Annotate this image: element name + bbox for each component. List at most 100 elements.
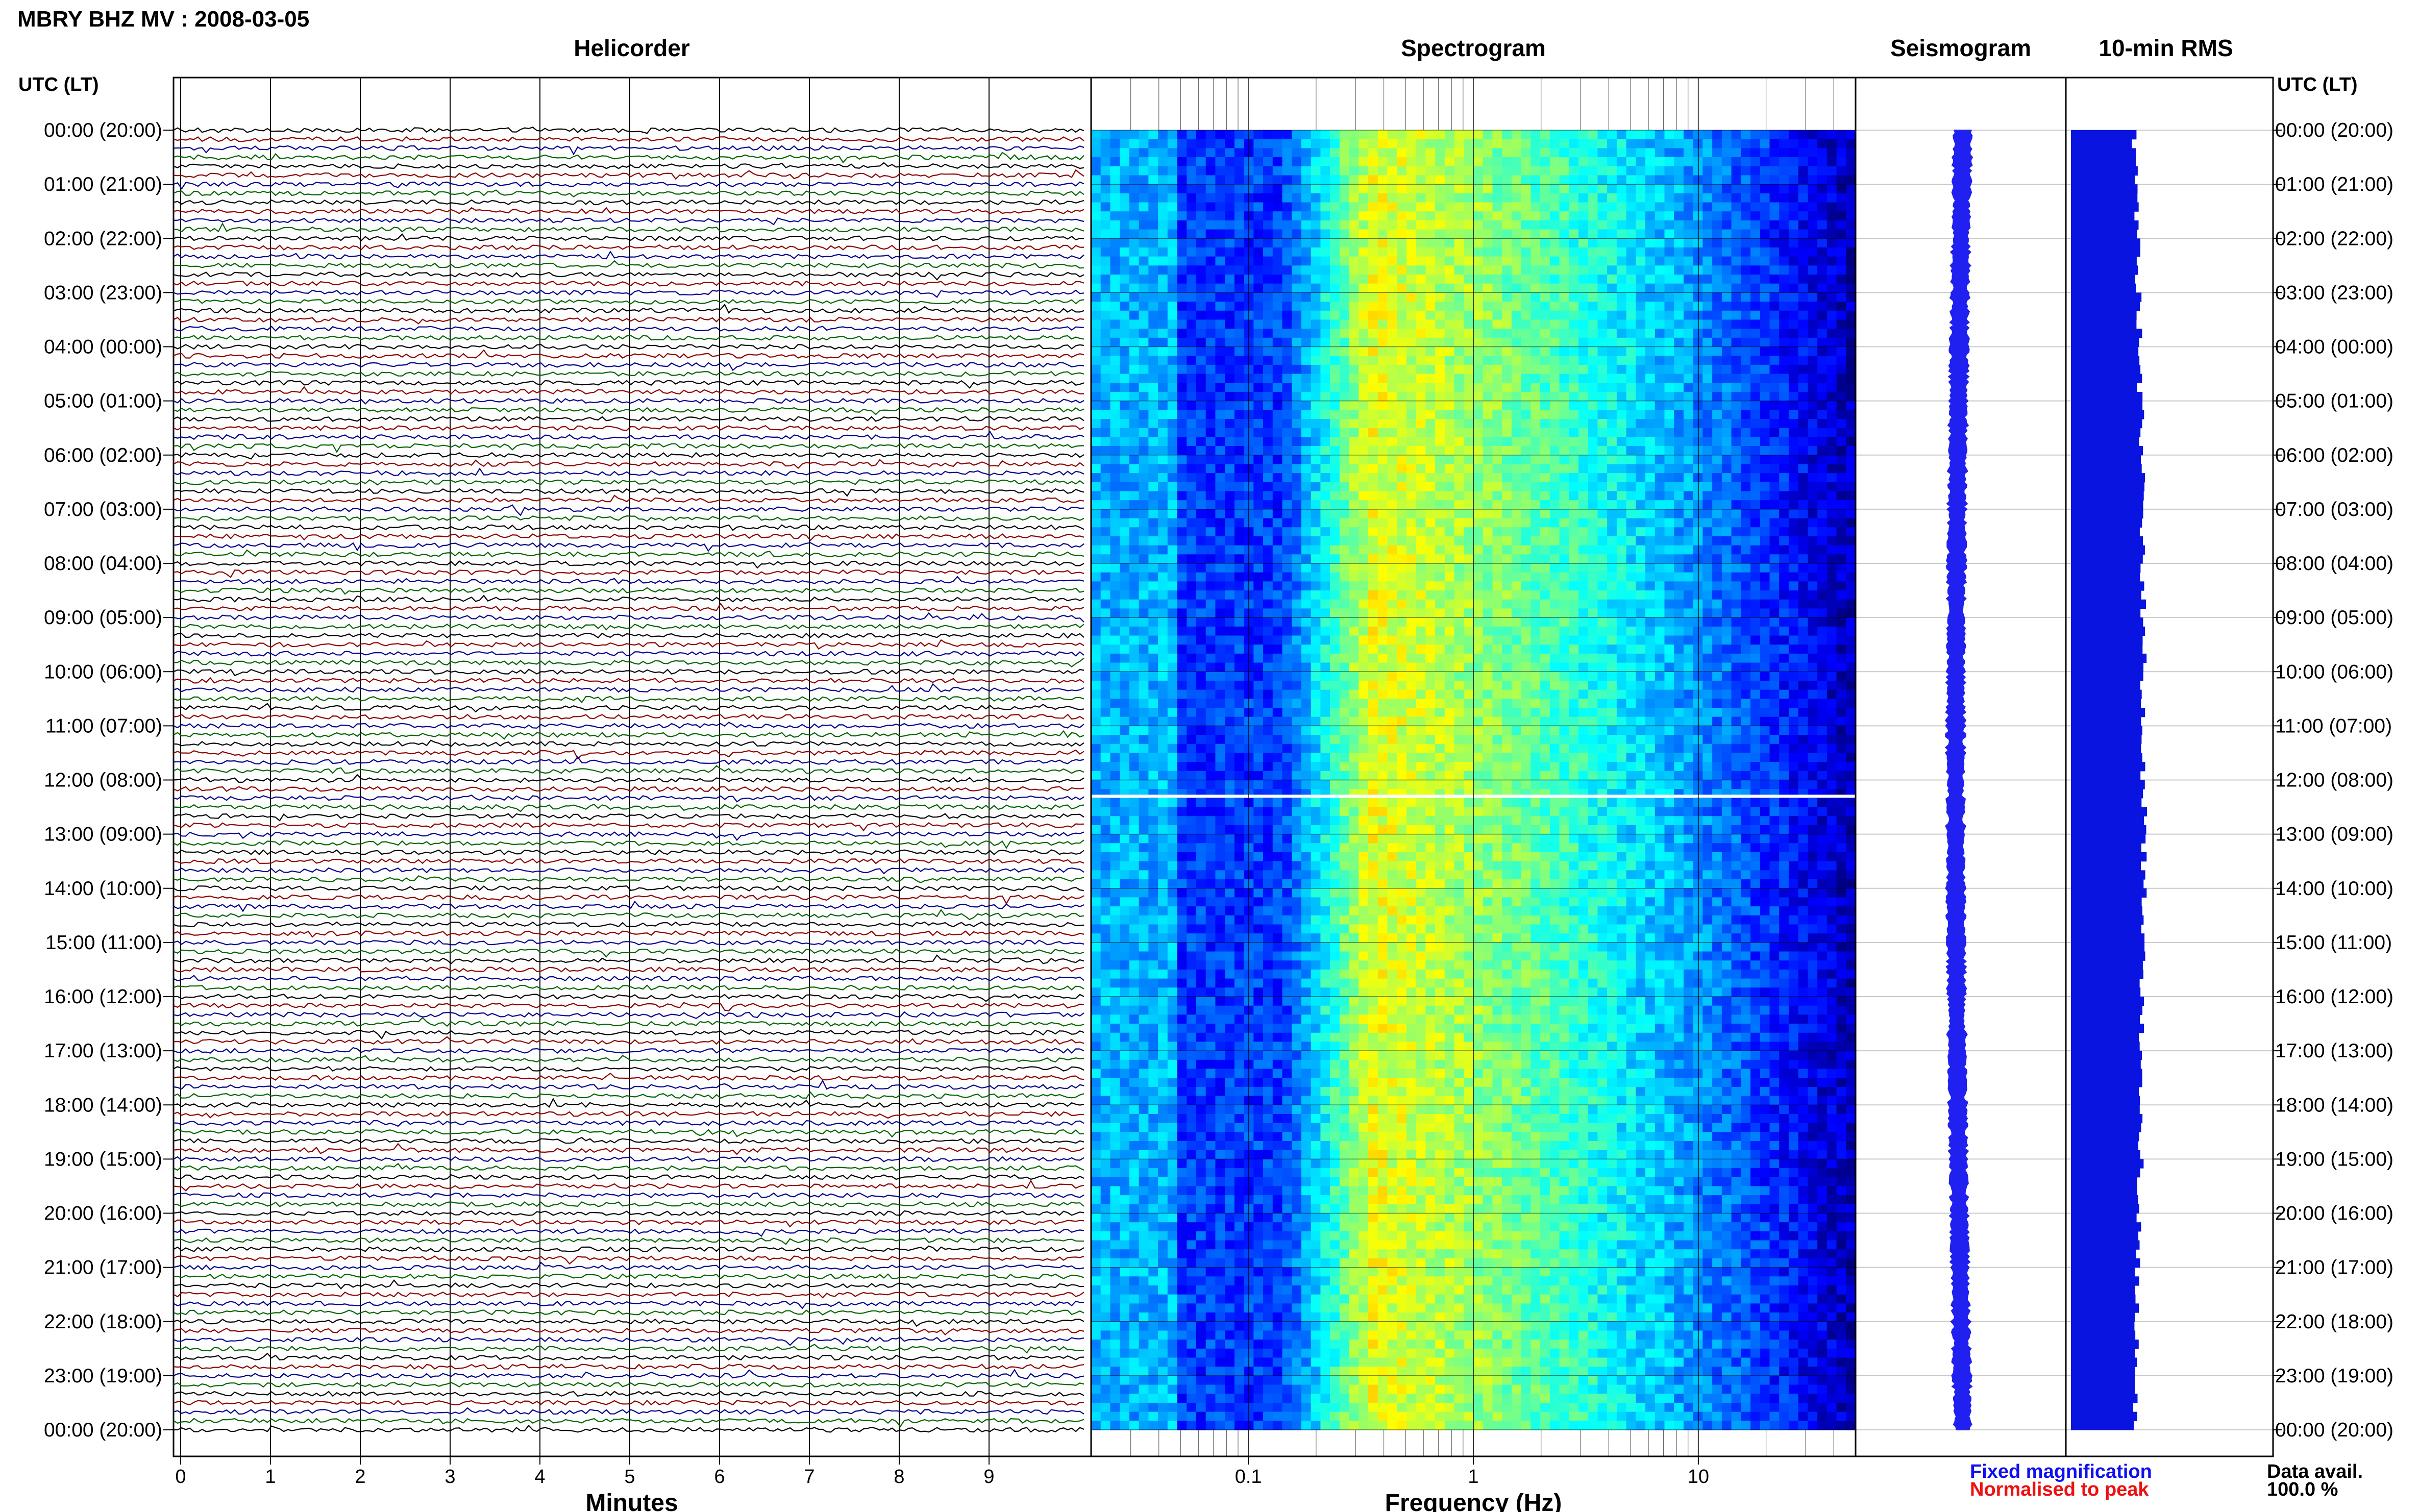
spectrogram-cell	[1683, 455, 1694, 465]
spectrogram-cell	[1502, 608, 1512, 618]
spectrogram-cell	[1110, 428, 1120, 438]
spectrogram-cell	[1846, 500, 1856, 510]
spectrogram-cell	[1731, 166, 1742, 176]
spectrogram-cell	[1311, 617, 1321, 627]
spectrogram-cell	[1330, 645, 1340, 654]
spectrogram-cell	[1798, 256, 1809, 266]
spectrogram-cell	[1483, 238, 1493, 248]
spectrogram-cell	[1100, 680, 1111, 690]
spectrogram-cell	[1244, 554, 1254, 564]
spectrogram-cell	[1531, 247, 1541, 257]
spectrogram-cell	[1253, 617, 1264, 627]
spectrogram-cell	[1272, 689, 1283, 700]
spectrogram-cell	[1636, 202, 1646, 212]
spectrogram-cell	[1741, 437, 1751, 447]
spectrogram-cell	[1674, 590, 1684, 600]
spectrogram-cell	[1301, 455, 1312, 465]
spectrogram-cell	[1234, 572, 1245, 582]
spectrogram-cell	[1330, 238, 1340, 248]
spectrogram-cell	[1205, 590, 1216, 600]
spectrogram-cell	[1215, 211, 1225, 221]
spectrogram-cell	[1167, 383, 1178, 392]
spectrogram-cell	[1645, 130, 1656, 140]
spectrogram-cell	[1435, 130, 1445, 140]
spectrogram-cell	[1616, 410, 1627, 419]
spectrogram-cell	[1769, 148, 1780, 158]
spectrogram-cell	[1664, 310, 1675, 320]
spectrogram-cell	[1272, 148, 1283, 158]
spectrogram-cell	[1521, 401, 1532, 411]
spectrogram-cell	[1320, 518, 1330, 528]
spectrogram-cell	[1320, 265, 1330, 275]
spectrogram-cell	[1349, 581, 1360, 591]
spectrogram-cell	[1387, 509, 1397, 519]
spectrogram-cell	[1521, 184, 1532, 194]
spectrogram-cell	[1416, 184, 1426, 194]
spectrogram-cell	[1826, 265, 1837, 275]
spectrogram-cell	[1683, 680, 1694, 690]
spectrogram-cell	[1215, 337, 1225, 348]
spectrogram-cell	[1387, 500, 1397, 510]
spectrogram-cell	[1817, 491, 1828, 501]
spectrogram-cell	[1683, 608, 1694, 618]
spectrogram-cell	[1311, 455, 1321, 465]
spectrogram-cell	[1387, 148, 1397, 158]
spectrogram-cell	[1292, 635, 1302, 645]
spectrogram-cell	[1492, 455, 1502, 465]
spectrogram-cell	[1779, 545, 1789, 555]
spectrogram-cell	[1177, 238, 1188, 248]
spectrogram-cell	[1549, 645, 1560, 654]
spectrogram-cell	[1731, 383, 1742, 392]
spectrogram-cell	[1225, 383, 1235, 392]
spectrogram-cell	[1779, 319, 1789, 329]
spectrogram-cell	[1741, 130, 1751, 140]
spectrogram-cell	[1826, 527, 1837, 537]
spectrogram-cell	[1187, 166, 1197, 176]
spectrogram-cell	[1234, 590, 1245, 600]
spectrogram-cell	[1492, 364, 1502, 375]
spectrogram-cell	[1817, 428, 1828, 438]
spectrogram-cell	[1540, 590, 1550, 600]
spectrogram-cell	[1731, 428, 1742, 438]
spectrogram-cell	[1559, 193, 1570, 203]
spectrogram-cell	[1473, 572, 1484, 582]
spectrogram-cell	[1741, 662, 1751, 673]
spectrogram-cell	[1531, 220, 1541, 230]
spectrogram-cell	[1760, 175, 1770, 185]
spectrogram-cell	[1645, 527, 1656, 537]
spectrogram-cell	[1664, 283, 1675, 293]
spectrogram-cell	[1769, 509, 1780, 519]
spectrogram-cell	[1760, 672, 1770, 681]
spectrogram-cell	[1779, 500, 1789, 510]
spectrogram-cell	[1826, 256, 1837, 266]
spectrogram-cell	[1129, 635, 1140, 645]
spectrogram-cell	[1091, 482, 1101, 492]
spectrogram-cell	[1454, 672, 1465, 681]
spectrogram-cell	[1836, 229, 1847, 239]
spectrogram-cell	[1492, 617, 1502, 627]
spectrogram-cell	[1492, 130, 1502, 140]
spectrogram-cell	[1569, 536, 1579, 546]
spectrogram-cell	[1808, 437, 1818, 447]
spectrogram-cell	[1788, 364, 1799, 375]
spectrogram-cell	[1177, 302, 1188, 311]
spectrogram-cell	[1234, 157, 1245, 167]
spectrogram-cell	[1464, 653, 1474, 663]
spectrogram-cell	[1444, 265, 1455, 275]
spectrogram-cell	[1473, 383, 1484, 392]
spectrogram-cell	[1616, 346, 1627, 356]
spectrogram-cell	[1377, 545, 1388, 555]
spectrogram-cell	[1187, 599, 1197, 609]
spectrogram-cell	[1655, 175, 1665, 185]
spectrogram-cell	[1311, 446, 1321, 456]
spectrogram-cell	[1215, 635, 1225, 645]
spectrogram-cell	[1817, 383, 1828, 392]
spectrogram-cell	[1473, 157, 1484, 167]
spectrogram-cell	[1626, 211, 1637, 221]
spectrogram-cell	[1798, 166, 1809, 176]
spectrogram-cell	[1626, 220, 1637, 230]
spectrogram-cell	[1607, 464, 1617, 474]
spectrogram-cell	[1769, 608, 1780, 618]
spectrogram-cell	[1339, 500, 1350, 510]
spectrogram-cell	[1597, 391, 1608, 402]
